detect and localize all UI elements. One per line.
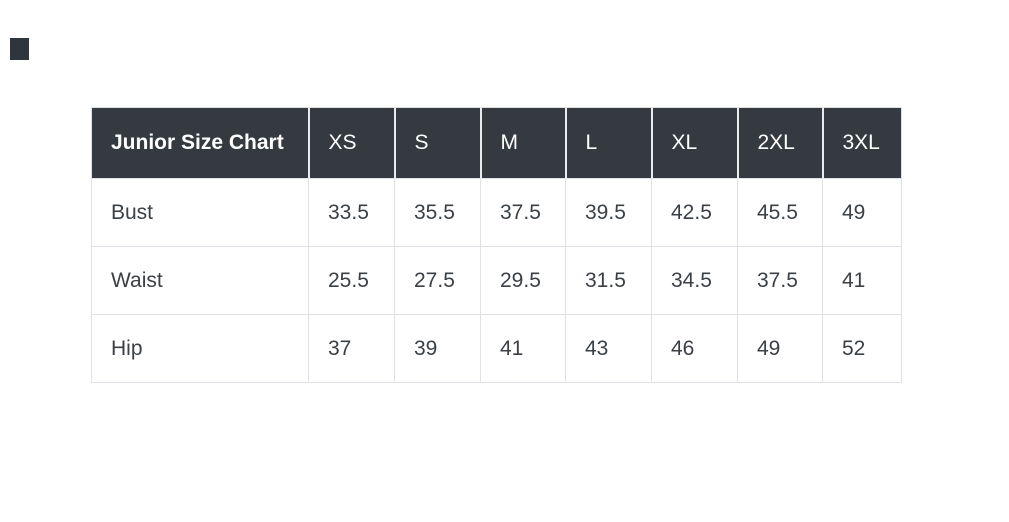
waist-value-xl: 34.5 [651,246,738,315]
bust-value-s: 35.5 [394,178,481,247]
waist-value-m: 29.5 [480,246,566,315]
waist-value-2xl: 37.5 [737,246,823,315]
waist-value-s: 27.5 [394,246,481,315]
row-label-hip: Hip [91,314,309,383]
size-column-header-m: M [479,107,566,179]
junior-size-chart-table: Junior Size Chart XS S M L XL 2XL 3XL Bu… [91,107,902,383]
size-chart-header-row: Junior Size Chart XS S M L XL 2XL 3XL [91,107,902,179]
row-label-bust: Bust [91,178,309,247]
table-row-waist: Waist 25.5 27.5 29.5 31.5 34.5 37.5 41 [91,246,902,315]
waist-value-xs: 25.5 [308,246,395,315]
hip-value-xs: 37 [308,314,395,383]
bust-value-2xl: 45.5 [737,178,823,247]
table-row-hip: Hip 37 39 41 43 46 49 52 [91,314,902,383]
size-column-header-xs: XS [307,107,395,179]
bust-value-m: 37.5 [480,178,566,247]
hip-value-2xl: 49 [737,314,823,383]
size-chart-title: Junior Size Chart [91,107,309,179]
hip-value-s: 39 [394,314,481,383]
waist-value-3xl: 41 [822,246,902,315]
bust-value-xl: 42.5 [651,178,738,247]
bust-value-3xl: 49 [822,178,902,247]
size-column-header-s: S [393,107,481,179]
table-row-bust: Bust 33.5 35.5 37.5 39.5 42.5 45.5 49 [91,178,902,247]
bust-value-l: 39.5 [565,178,652,247]
hip-value-3xl: 52 [822,314,902,383]
row-label-waist: Waist [91,246,309,315]
size-column-header-2xl: 2XL [736,107,823,179]
hip-value-xl: 46 [651,314,738,383]
size-column-header-3xl: 3XL [821,107,902,179]
size-column-header-xl: XL [650,107,738,179]
hip-value-l: 43 [565,314,652,383]
waist-value-l: 31.5 [565,246,652,315]
size-column-header-l: L [564,107,652,179]
dark-square-marker [10,38,29,60]
hip-value-m: 41 [480,314,566,383]
bust-value-xs: 33.5 [308,178,395,247]
